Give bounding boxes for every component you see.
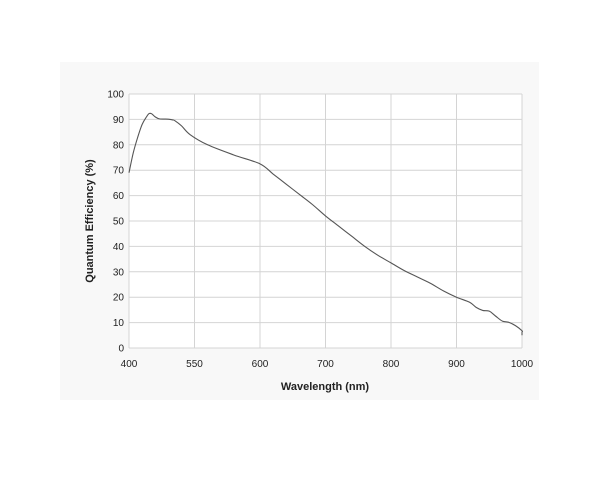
y-tick-label: 100 (107, 90, 124, 101)
x-axis-label: Wavelength (nm) (281, 381, 370, 393)
x-tick-label: 550 (186, 359, 203, 370)
y-tick-label: 10 (113, 318, 125, 329)
x-tick-labels: 400 550 600 700 800 900 1000 (121, 359, 534, 370)
y-tick-labels: 0 10 20 30 40 50 60 70 80 90 100 (107, 90, 124, 355)
y-tick-label: 80 (113, 140, 125, 151)
y-tick-label: 50 (113, 217, 125, 228)
quantum-efficiency-chart: 400 550 600 700 800 900 1000 0 10 20 30 40 50 60 70 80… (84, 90, 534, 394)
grid (128, 93, 523, 349)
y-axis-label: Quantum Efficiency (%) (84, 159, 96, 283)
x-tick-label: 700 (317, 359, 334, 370)
x-tick-label: 600 (252, 359, 269, 370)
y-tick-label: 90 (113, 115, 125, 126)
x-tick-label: 900 (448, 359, 465, 370)
y-tick-label: 30 (113, 267, 125, 278)
x-tick-label: 400 (121, 359, 138, 370)
x-tick-label: 800 (383, 359, 400, 370)
y-tick-label: 0 (118, 344, 124, 355)
series-layer (128, 112, 524, 336)
y-tick-label: 60 (113, 191, 125, 202)
y-tick-label: 20 (113, 293, 125, 304)
y-tick-label: 70 (113, 166, 125, 177)
chart-panel: 400 550 600 700 800 900 1000 0 10 20 30 40 50 60 70 80… (60, 62, 539, 400)
x-tick-label: 1000 (511, 359, 534, 370)
y-tick-label: 40 (113, 242, 125, 253)
series-line-quantum-efficiency (128, 112, 524, 336)
